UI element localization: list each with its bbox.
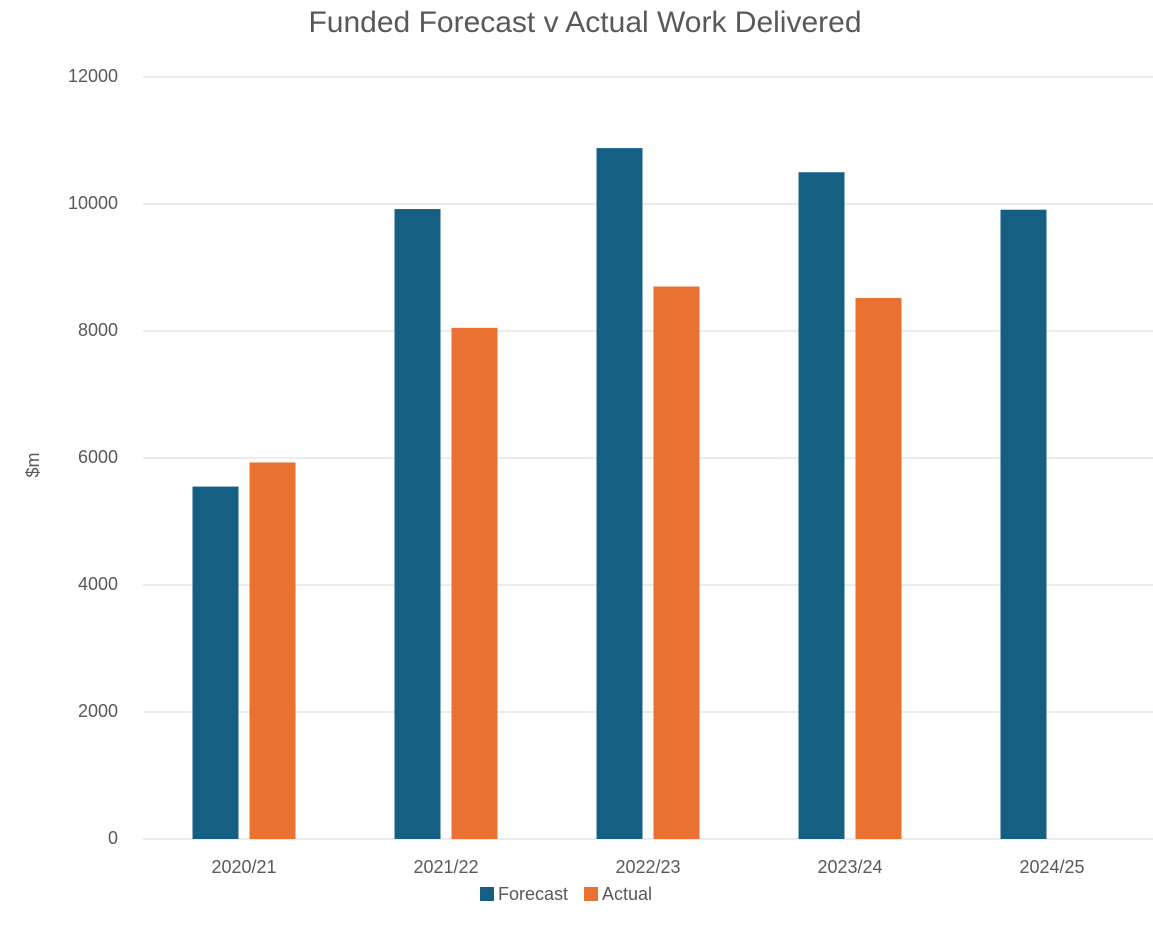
x-tick-label: 2022/23	[615, 857, 680, 877]
legend-swatch	[480, 887, 494, 901]
x-tick-label: 2021/22	[413, 857, 478, 877]
y-tick-label: 6000	[78, 447, 118, 467]
x-tick-label: 2020/21	[211, 857, 276, 877]
bar	[855, 297, 902, 840]
y-tick-label: 10000	[68, 193, 118, 213]
bar	[1000, 209, 1047, 840]
y-tick-label: 4000	[78, 574, 118, 594]
bar	[192, 486, 239, 839]
x-tick-label: 2023/24	[817, 857, 882, 877]
bar	[653, 286, 700, 839]
bar	[798, 172, 845, 839]
legend-swatch	[584, 887, 599, 901]
legend-label: Forecast	[498, 884, 568, 904]
y-axis-label: $m	[23, 452, 43, 477]
bar	[451, 327, 498, 839]
y-tick-label: 8000	[78, 320, 118, 340]
bar	[249, 462, 296, 839]
y-tick-label: 2000	[78, 701, 118, 721]
x-tick-label: 2024/25	[1019, 857, 1084, 877]
bar	[596, 148, 643, 839]
legend-label: Actual	[602, 884, 652, 904]
chart-title: Funded Forecast v Actual Work Delivered	[308, 6, 861, 39]
y-tick-label: 0	[108, 828, 118, 848]
y-tick-label: 12000	[68, 66, 118, 86]
bar	[394, 209, 441, 839]
